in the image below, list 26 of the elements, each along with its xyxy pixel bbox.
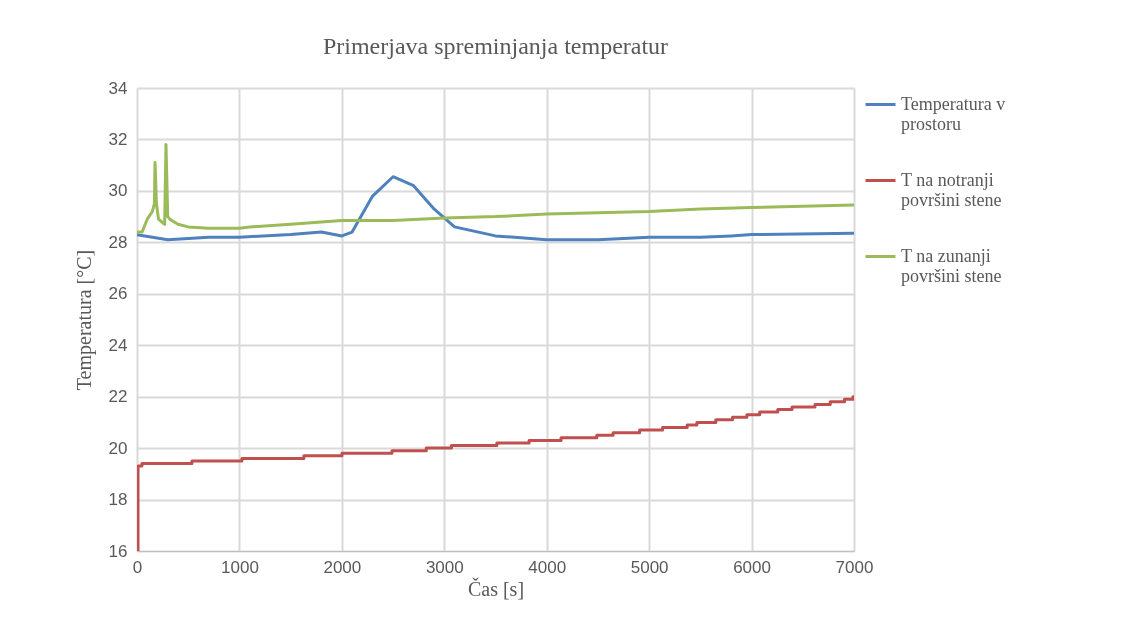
y-tick-label: 20 (108, 438, 128, 458)
y-tick-label: 32 (108, 129, 128, 149)
x-tick-label: 3000 (425, 557, 464, 577)
y-tick-label: 24 (108, 335, 128, 355)
y-tick-label: 26 (108, 284, 128, 304)
x-tick-label: 7000 (835, 557, 874, 577)
legend-label: T na zunanji površini stene (901, 245, 1002, 286)
line-series (137, 143, 854, 234)
x-tick-label: 1000 (221, 557, 259, 577)
y-tick-label: 16 (108, 541, 128, 561)
y-axis-title: Temperatura [°C] (72, 249, 96, 391)
x-tick-label: 2000 (323, 557, 362, 577)
legend-label: Temperatura v prostoru (901, 93, 1006, 134)
y-tick-label: 22 (108, 387, 128, 407)
y-tick-label: 18 (108, 490, 128, 510)
legend-label: T na notranji površini stene (901, 169, 1002, 210)
x-tick-label: 0 (132, 557, 143, 577)
y-tick-label: 28 (108, 232, 128, 252)
line-series (137, 175, 854, 242)
y-tick-label: 34 (108, 78, 128, 98)
chart-title: Primerjava spreminjanja temperatur (322, 33, 669, 59)
x-tick-label: 5000 (630, 557, 669, 577)
y-tick-label: 30 (108, 181, 128, 201)
x-tick-label: 4000 (528, 557, 567, 577)
x-tick-label: 6000 (733, 557, 771, 577)
x-axis-title: Čas [s] (467, 576, 525, 600)
